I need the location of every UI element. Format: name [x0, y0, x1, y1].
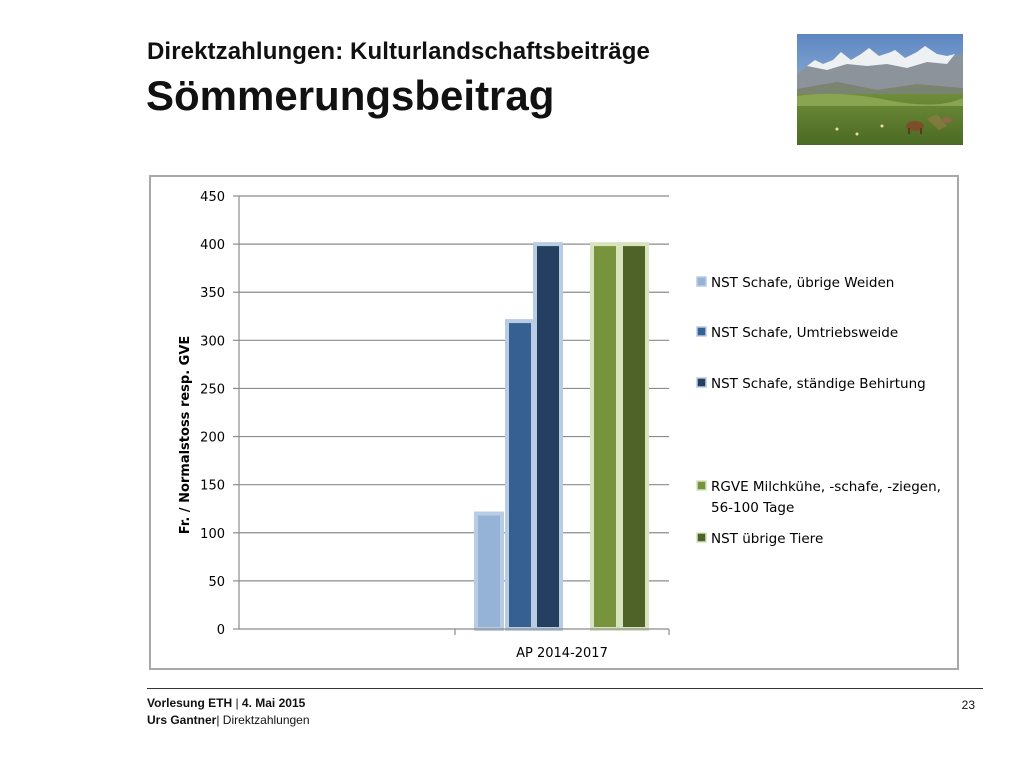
- bar: [619, 242, 649, 631]
- y-axis-label: Fr. / Normalstoss resp. GVE: [178, 336, 193, 535]
- legend-label: RGVE Milchkühe, -schafe, -ziegen, 56-100 …: [711, 479, 941, 516]
- y-tick-label: 350: [200, 286, 225, 301]
- footer-author-name: Urs Gantner: [147, 713, 217, 727]
- footer-author: Urs Gantner| Direktzahlungen: [147, 713, 310, 727]
- bar-chart: 0 50 100 150 200 250 300 350 400 450 AP 2014-2017…: [178, 190, 941, 661]
- y-tick-label: 250: [200, 382, 225, 397]
- y-tick-label: 300: [200, 334, 225, 349]
- y-tick-label: 200: [200, 431, 225, 446]
- legend-label: NST Schafe, übrige Weiden: [711, 275, 894, 291]
- bar: [533, 242, 563, 631]
- legend-swatch: [696, 480, 707, 491]
- legend-swatch: [696, 532, 707, 543]
- alpine-pasture-photo: [797, 34, 963, 145]
- bar: [590, 242, 620, 631]
- chart-frame: 0 50 100 150 200 250 300 350 400 450 AP 2014-2017…: [149, 175, 959, 670]
- y-tick-label: 100: [200, 527, 225, 542]
- y-tick-label: 50: [208, 575, 225, 590]
- bar: [505, 319, 535, 631]
- legend-swatch: [696, 326, 707, 337]
- footer-course: Vorlesung ETH | 4. Mai 2015: [147, 696, 305, 710]
- footer-separator: |: [232, 696, 242, 710]
- y-tick-label: 0: [217, 623, 225, 638]
- legend-label: NST Schafe, ständige Behirtung: [711, 376, 926, 392]
- slide-title: Direktzahlungen: Kulturlandschaftsbeiträ…: [147, 38, 650, 65]
- x-tick-label: AP 2014-2017: [516, 646, 608, 661]
- slide-subtitle: Sömmerungsbeitrag: [146, 72, 555, 119]
- bar: [474, 511, 504, 631]
- y-tick-label: 450: [200, 190, 225, 205]
- legend-swatch: [696, 276, 707, 287]
- page-number: 23: [961, 698, 975, 712]
- footer-divider: [147, 688, 983, 689]
- legend-label: NST Schafe, Umtriebsweide: [711, 325, 898, 341]
- footer-topic: | Direktzahlungen: [216, 713, 310, 727]
- y-tick-label: 400: [200, 238, 225, 253]
- footer-date: 4. Mai 2015: [241, 696, 306, 710]
- legend-swatch: [696, 377, 707, 388]
- legend-label: NST übrige Tiere: [711, 531, 823, 547]
- footer-course-name: Vorlesung ETH: [147, 696, 233, 710]
- y-tick-label: 150: [200, 479, 225, 494]
